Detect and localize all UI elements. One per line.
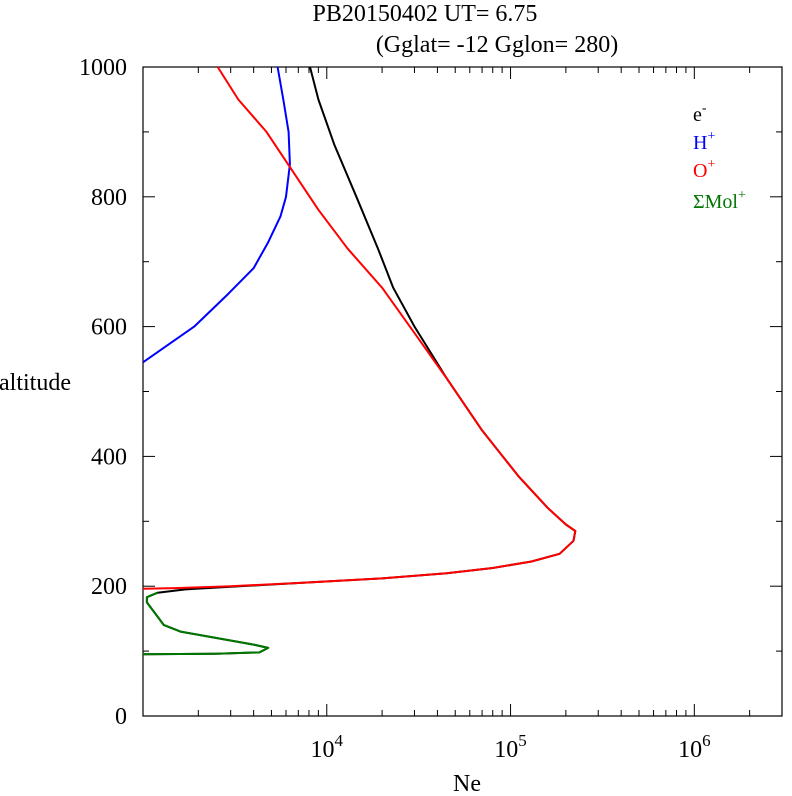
y-tick-label: 200 <box>91 574 127 600</box>
series-line <box>142 66 577 590</box>
chart-subtitle: (Gglat= -12 Gglon= 280) <box>376 32 618 58</box>
x-tick-label: 106 <box>678 731 711 763</box>
series-line <box>142 66 291 364</box>
y-tick-label: 400 <box>91 444 127 470</box>
y-axis-label: altitude <box>0 370 71 396</box>
plot-frame <box>142 66 783 717</box>
legend-entry: e- <box>693 101 707 126</box>
x-axis-label: Ne <box>453 771 481 796</box>
x-tick-label: 104 <box>311 731 344 763</box>
legend-entry: ΣMol+ <box>693 188 746 213</box>
x-tick-label: 105 <box>494 731 527 763</box>
series-layer <box>142 66 577 656</box>
series-line <box>142 591 270 656</box>
chart-title: PB20150402 UT= 6.75 <box>313 1 538 27</box>
y-axis: 0 200 400 600 800 1000 <box>79 55 782 730</box>
series-line <box>142 66 577 656</box>
legend-entry: O+ <box>693 157 715 182</box>
y-tick-label: 600 <box>91 315 127 341</box>
y-tick-label: 1000 <box>79 55 127 81</box>
y-tick-label: 800 <box>91 185 127 211</box>
legend-entry: H+ <box>693 129 715 154</box>
legend: e- H+ O+ ΣMol+ <box>693 101 746 213</box>
y-tick-label: 0 <box>115 704 127 730</box>
x-axis: 104 105 106 <box>142 67 783 763</box>
plot-area <box>142 66 783 717</box>
